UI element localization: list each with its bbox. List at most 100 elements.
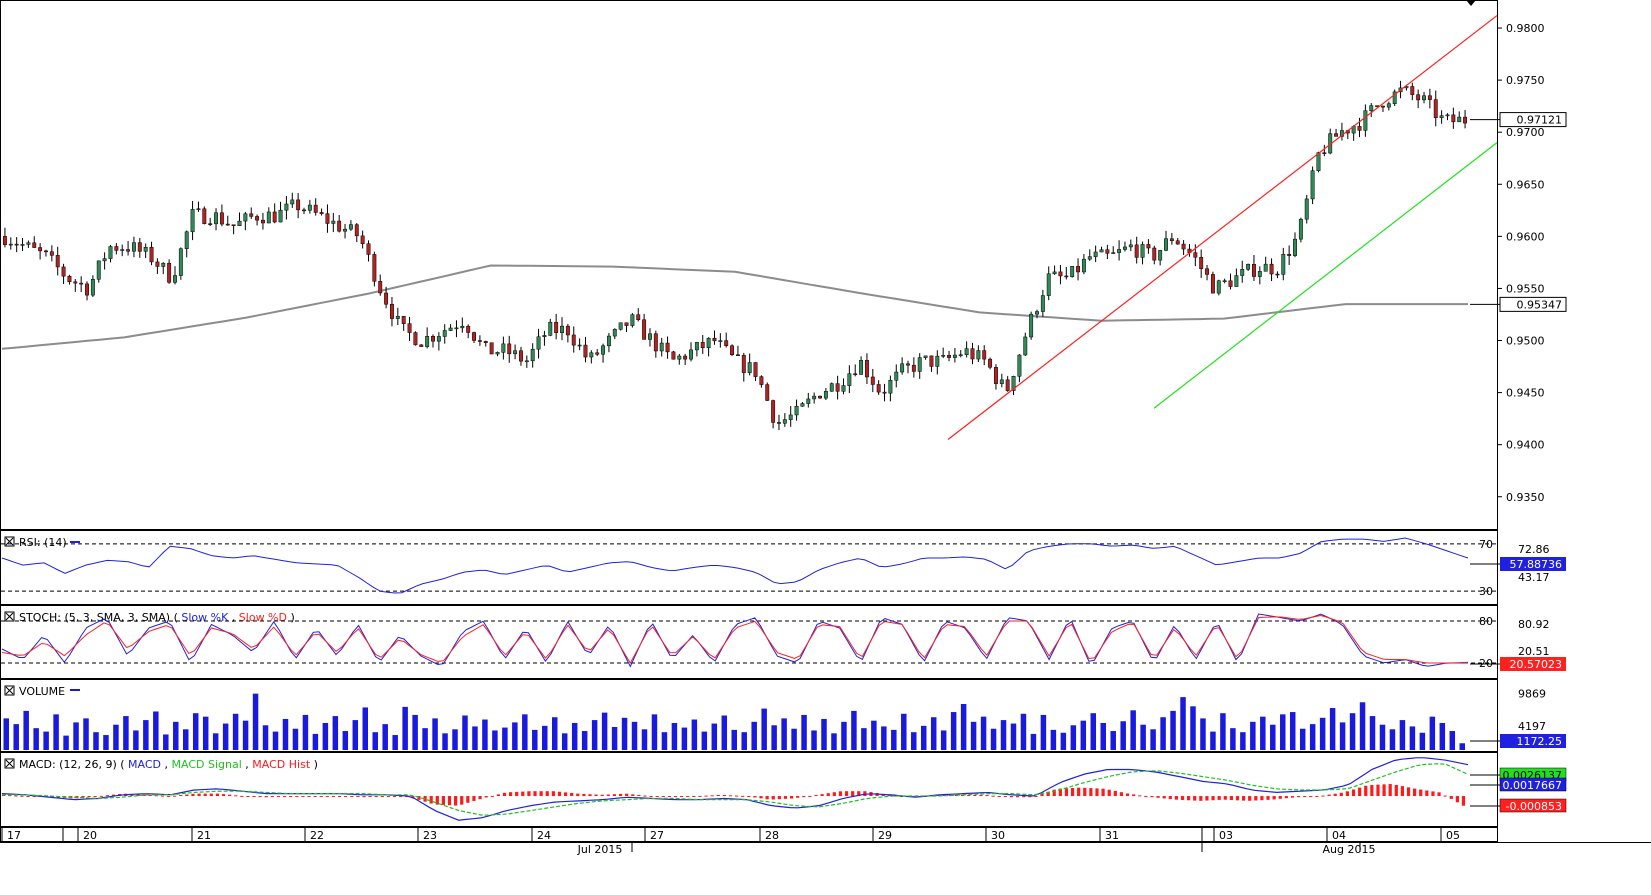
macd-hist-bar: [826, 793, 830, 797]
volume-bar: [980, 716, 987, 750]
candle-body: [548, 321, 553, 336]
candle-body: [202, 208, 207, 224]
candle-body: [976, 350, 981, 360]
volume-bar: [133, 730, 139, 750]
candle-body: [1298, 218, 1303, 240]
macd-hist-bar: [8, 795, 12, 797]
volume-title: VOLUME: [19, 685, 65, 698]
macd-close-icon[interactable]: [4, 758, 15, 769]
candle-body: [378, 281, 383, 294]
volume-bar: [1399, 720, 1406, 750]
scroll-marker-icon[interactable]: [1466, 0, 1476, 6]
candle-body: [1164, 238, 1168, 251]
volume-bar: [23, 710, 29, 750]
macd-hist-bar: [228, 794, 232, 797]
volume-bar: [781, 718, 787, 750]
channel-lower-line[interactable]: [1153, 142, 1498, 409]
volume-bar: [173, 721, 179, 750]
macd-hist-bar: [105, 795, 110, 797]
volume-bar: [1439, 722, 1446, 750]
candle-body: [1011, 376, 1016, 391]
volume-bar: [681, 727, 688, 750]
macd-hist-bar: [1376, 784, 1380, 797]
candle-body: [483, 341, 488, 343]
volume-bar: [113, 724, 119, 750]
macd-hist-bar: [1150, 796, 1154, 798]
volume-bar: [452, 729, 458, 750]
candle-body: [20, 244, 25, 246]
macd-hist-bar: [490, 795, 494, 797]
level-label: 80: [1479, 615, 1493, 628]
volume-bar: [611, 727, 618, 750]
candle-body: [823, 391, 828, 399]
volume-last-box: [1500, 734, 1566, 748]
macd-hist-bar: [1223, 796, 1227, 800]
macd-hist-bar: [533, 791, 537, 797]
rsi-close-icon[interactable]: [4, 536, 15, 547]
series-line-slow-d: [1, 614, 1469, 665]
volume-bar: [392, 735, 398, 750]
rsi-close-icon-stroke-b: [5, 537, 14, 546]
volume-bar: [881, 726, 887, 750]
day-tick-label: 20: [83, 829, 97, 842]
volume-tick-label: 4197: [1518, 720, 1546, 733]
candle-body: [466, 325, 471, 333]
volume-bar: [990, 728, 997, 750]
candle-body: [260, 219, 265, 224]
macd-hist-bar: [1107, 789, 1111, 797]
macd-hist-bar: [1028, 796, 1032, 798]
macd-hist-bar: [179, 795, 183, 797]
macd-hist-bar: [588, 794, 592, 797]
volume-bar: [1280, 714, 1286, 750]
macd-legend-open: (: [120, 758, 124, 771]
candle-body: [530, 348, 535, 362]
candle-body: [14, 243, 19, 246]
macd-hist-bar: [844, 791, 849, 797]
macd-hist-bar: [667, 796, 672, 798]
volume-bar: [292, 728, 299, 750]
level-label: 30: [1479, 585, 1493, 598]
macd-hist-bar: [625, 793, 629, 797]
candle-body: [284, 203, 289, 211]
candle-body: [8, 243, 13, 246]
macd-hist-bar: [478, 796, 482, 800]
volume-bar: [472, 726, 478, 750]
volume-bar: [462, 715, 468, 750]
macd-hist-bar: [1125, 793, 1130, 797]
volume-bar: [1389, 729, 1396, 750]
candle-body: [618, 322, 623, 330]
macd-hist-bar: [344, 796, 348, 798]
volume-bar: [731, 729, 737, 750]
candle-body: [730, 345, 735, 356]
macd-hist-bar: [472, 796, 476, 801]
candle-body: [173, 275, 177, 283]
volume-bar: [791, 728, 797, 750]
candle-body: [1169, 238, 1174, 242]
macd-hist-bar: [1351, 789, 1356, 797]
macd-hist-bar: [1113, 790, 1117, 797]
volume-bar: [242, 720, 249, 750]
volume-close-icon[interactable]: [4, 685, 15, 696]
volume-bar: [601, 712, 608, 750]
candle-body: [1287, 253, 1292, 256]
macd-hist-bar: [661, 796, 665, 798]
volume-bar: [1120, 721, 1126, 750]
volume-bar: [771, 725, 777, 750]
candle-body: [583, 344, 588, 358]
macd-hist-bar: [429, 796, 433, 804]
volume-bar: [382, 724, 388, 750]
volume-bar: [202, 716, 209, 750]
candle-body: [460, 325, 465, 329]
macd-hist-bar: [967, 794, 971, 797]
candle-body: [96, 260, 101, 280]
candle-body: [1451, 114, 1456, 123]
candle-body: [73, 281, 78, 284]
candle-body: [677, 355, 682, 360]
volume-bar: [232, 713, 239, 750]
candle-body: [1416, 94, 1421, 101]
channel-upper-line[interactable]: [947, 15, 1498, 440]
candle-body: [829, 383, 834, 392]
macd-hist-bar: [160, 795, 165, 797]
macd-legend-close: ): [314, 758, 318, 771]
